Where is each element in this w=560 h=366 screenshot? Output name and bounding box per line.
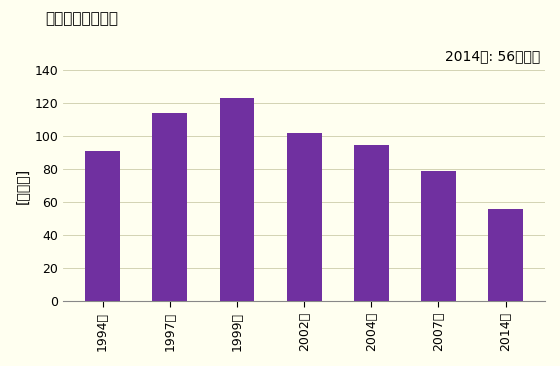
Bar [421, 171, 456, 301]
Bar [488, 209, 523, 301]
Bar [287, 133, 321, 301]
Text: 卸売業の事業所数: 卸売業の事業所数 [45, 11, 118, 26]
Bar [152, 113, 187, 301]
Bar [85, 151, 120, 301]
Bar [354, 145, 389, 301]
Text: 2014年: 56事業所: 2014年: 56事業所 [445, 49, 540, 63]
Bar [220, 98, 254, 301]
Y-axis label: [事業所]: [事業所] [15, 168, 29, 204]
